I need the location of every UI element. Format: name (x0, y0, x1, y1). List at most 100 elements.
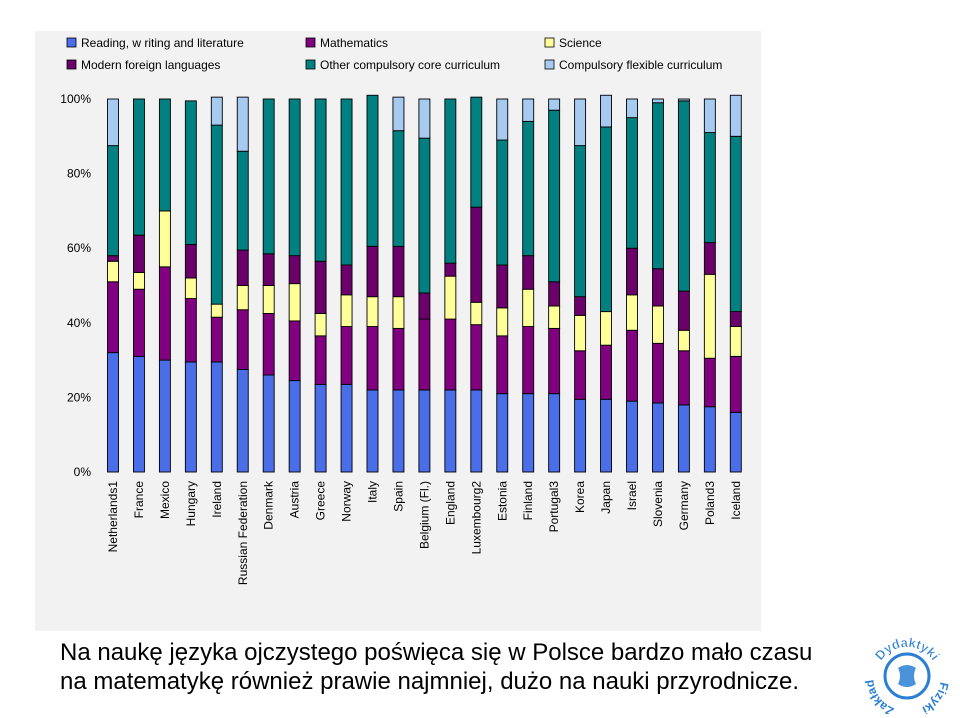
legend-swatch-reading-w-riting-and-literature (66, 37, 77, 48)
bar-segment-spain-other-compulsory-core-curriculum (392, 130, 405, 247)
bar-segment-germany-other-compulsory-core-curriculum (677, 100, 690, 292)
y-tick-label-20: 20% (67, 390, 91, 404)
bar-segment-netherlands1-science (107, 260, 119, 283)
bar-germany (677, 98, 690, 473)
bar-segment-finland-reading-w-riting-and-literature (522, 393, 535, 473)
x-tick-label-germany: Germany (677, 481, 691, 530)
bar-segment-england-mathematics (444, 318, 457, 391)
bar-luxembourg2 (470, 96, 483, 473)
x-tick-label-belgium-fl: Belgium (Fl.) (417, 481, 431, 549)
bar-denmark (262, 98, 275, 473)
bar-segment-belgium-fl-compulsory-flexible-curriculum (418, 98, 431, 139)
x-tick-label-luxembourg2: Luxembourg2 (469, 481, 483, 555)
bar-segment-germany-compulsory-flexible-curriculum (677, 98, 690, 102)
bar-segment-mexico-other-compulsory-core-curriculum (158, 98, 171, 212)
legend-label-mathematics: Mathematics (320, 36, 388, 50)
bar-spain (392, 96, 405, 473)
bar-segment-korea-compulsory-flexible-curriculum (574, 98, 587, 147)
bar-korea (574, 98, 587, 473)
bar-segment-slovenia-mathematics (652, 342, 664, 404)
bar-segment-belgium-fl-modern-foreign-languages (418, 292, 431, 320)
x-tick-label-portugal3: Portugal3 (547, 481, 561, 533)
bar-segment-mexico-mathematics (158, 266, 171, 361)
bar-segment-finland-compulsory-flexible-curriculum (522, 98, 535, 122)
bar-slovenia (652, 98, 664, 473)
x-tick-label-russian-federation: Russian Federation (236, 481, 250, 585)
x-tick-label-japan: Japan (599, 481, 613, 514)
bar-hungary (184, 100, 197, 473)
bar-segment-france-reading-w-riting-and-literature (132, 355, 145, 473)
bar-segment-japan-compulsory-flexible-curriculum (600, 94, 612, 128)
bar-segment-russian-federation-science (236, 285, 249, 311)
bar-finland (522, 98, 535, 473)
bar-segment-estonia-other-compulsory-core-curriculum (496, 139, 509, 266)
bar-segment-hungary-mathematics (184, 298, 197, 363)
legend-label-other-compulsory-core-curriculum: Other compulsory core curriculum (320, 58, 500, 72)
bar-segment-italy-science (366, 296, 379, 327)
bar-segment-italy-mathematics (366, 326, 379, 391)
bar-segment-hungary-reading-w-riting-and-literature (184, 361, 197, 473)
bar-segment-norway-modern-foreign-languages (340, 264, 353, 296)
bar-segment-denmark-mathematics (262, 313, 275, 376)
bar-segment-russian-federation-reading-w-riting-and-literature (236, 368, 249, 473)
bar-mexico (158, 98, 171, 473)
bar-estonia (496, 98, 509, 473)
bar-segment-slovenia-reading-w-riting-and-literature (652, 402, 664, 473)
bar-segment-israel-compulsory-flexible-curriculum (626, 98, 638, 119)
bar-segment-slovenia-other-compulsory-core-curriculum (652, 102, 664, 270)
bar-segment-japan-other-compulsory-core-curriculum (600, 126, 612, 313)
bar-segment-greece-science (314, 313, 327, 337)
bar-segment-korea-other-compulsory-core-curriculum (574, 145, 587, 298)
bar-segment-korea-mathematics (574, 350, 587, 400)
bar-segment-japan-reading-w-riting-and-literature (600, 398, 612, 473)
bar-segment-italy-reading-w-riting-and-literature (366, 389, 379, 473)
bar-segment-korea-modern-foreign-languages (574, 296, 587, 316)
bar-segment-france-modern-foreign-languages (132, 234, 145, 273)
bar-segment-iceland-mathematics (729, 355, 742, 413)
x-tick-label-korea: Korea (573, 481, 587, 513)
bar-segment-netherlands1-reading-w-riting-and-literature (107, 352, 119, 473)
bar-segment-portugal3-reading-w-riting-and-literature (548, 393, 561, 473)
bar-netherlands1 (107, 98, 119, 473)
legend-label-modern-foreign-languages: Modern foreign languages (81, 58, 220, 72)
x-tick-label-israel: Israel (625, 481, 639, 510)
bar-segment-denmark-reading-w-riting-and-literature (262, 374, 275, 473)
bar-segment-england-other-compulsory-core-curriculum (444, 98, 457, 264)
x-tick-label-denmark: Denmark (262, 480, 276, 530)
bar-segment-ireland-other-compulsory-core-curriculum (210, 124, 223, 305)
bar-segment-israel-modern-foreign-languages (626, 247, 638, 296)
bar-ireland (210, 96, 223, 473)
bar-italy (366, 94, 379, 473)
x-tick-label-italy: Italy (366, 481, 380, 503)
bar-segment-spain-compulsory-flexible-curriculum (392, 96, 405, 132)
bar-segment-ireland-mathematics (210, 316, 223, 363)
y-tick-label-80: 80% (67, 167, 91, 181)
bar-segment-russian-federation-modern-foreign-languages (236, 249, 249, 286)
bar-segment-iceland-science (729, 326, 742, 357)
legend-swatch-mathematics (305, 37, 316, 48)
bar-segment-france-other-compulsory-core-curriculum (132, 98, 145, 236)
bar-iceland (729, 94, 742, 473)
bar-segment-portugal3-mathematics (548, 327, 561, 395)
bar-segment-ireland-science (210, 303, 223, 318)
bar-segment-estonia-science (496, 307, 509, 337)
bar-belgium-fl (418, 98, 431, 473)
x-tick-label-spain: Spain (391, 481, 405, 512)
bar-segment-france-mathematics (132, 288, 145, 357)
bar-poland3 (703, 98, 716, 473)
caption-line-2: na matematykę również prawie najmniej, d… (60, 668, 800, 695)
x-tick-label-hungary: Hungary (184, 481, 198, 526)
bar-segment-russian-federation-mathematics (236, 309, 249, 370)
bar-segment-russian-federation-other-compulsory-core-curriculum (236, 150, 249, 251)
bar-segment-italy-other-compulsory-core-curriculum (366, 94, 379, 247)
bar-segment-japan-science (600, 311, 612, 346)
bar-segment-russian-federation-compulsory-flexible-curriculum (236, 96, 249, 152)
bar-segment-netherlands1-mathematics (107, 281, 119, 354)
x-tick-label-poland3: Poland3 (703, 481, 717, 525)
bar-segment-germany-science (677, 329, 690, 352)
bar-segment-poland3-modern-foreign-languages (703, 242, 716, 275)
bar-segment-finland-other-compulsory-core-curriculum (522, 120, 535, 257)
bar-norway (340, 98, 353, 473)
bar-segment-norway-science (340, 294, 353, 327)
bar-segment-portugal3-science (548, 305, 561, 329)
